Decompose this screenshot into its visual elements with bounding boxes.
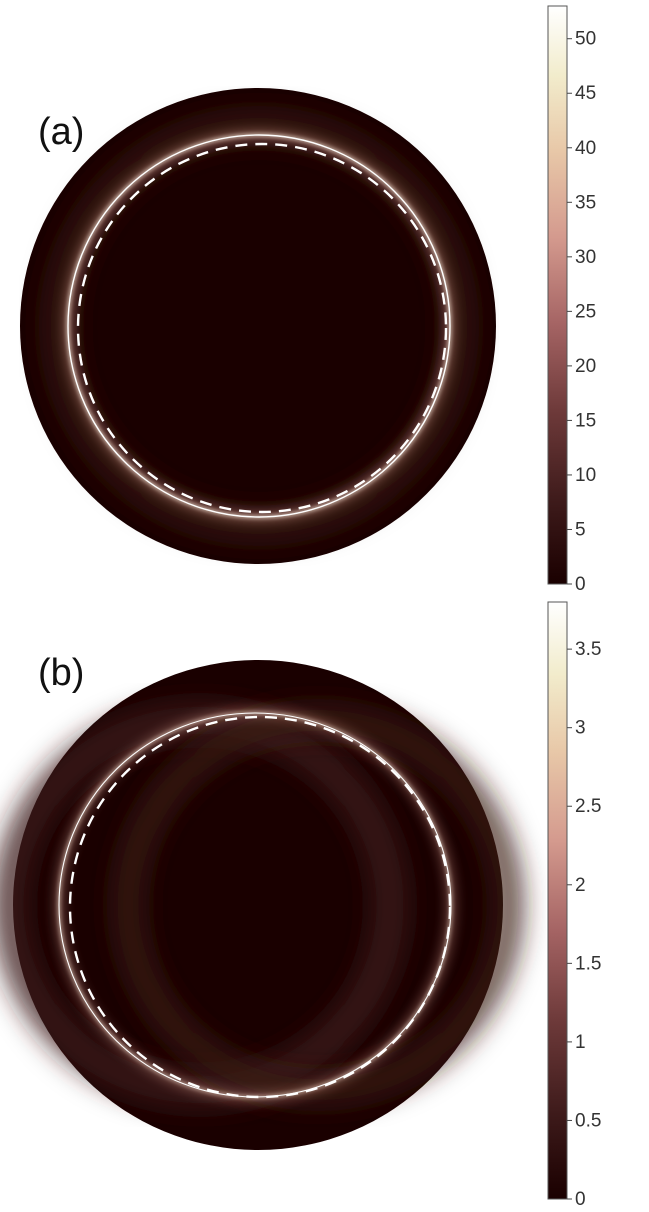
colorbar-b-tick-label: 3.5 xyxy=(575,639,601,660)
colorbar-b-tick-label: 3 xyxy=(575,718,586,739)
colorbar-a-gradient xyxy=(548,6,567,584)
colorbar-b-tick-label: 2 xyxy=(575,875,586,896)
colorbar-a-tick-label: 45 xyxy=(575,83,596,104)
colorbar-b-tick-label: 0 xyxy=(575,1189,586,1210)
panel-a-disk xyxy=(20,88,496,564)
colorbar-a-tick-label: 35 xyxy=(575,192,596,213)
colorbar-b-tick-label: 1.5 xyxy=(575,953,601,974)
panel-b-heatmap xyxy=(10,660,508,1150)
colorbar-a-tick-label: 50 xyxy=(575,29,596,50)
colorbar-b-tick-label: 1 xyxy=(575,1032,586,1053)
panel-b-label: (b) xyxy=(38,652,84,694)
colorbar-b-tick-label: 2.5 xyxy=(575,796,601,817)
colorbar-a: 0 5 10 15 20 25 30 35 40 45 50 xyxy=(548,6,596,595)
panel-a-heatmap xyxy=(20,88,496,564)
panel-a-label: (a) xyxy=(38,111,84,153)
colorbar-a-tick-label: 30 xyxy=(575,247,596,268)
colorbar-b-tick-label: 0.5 xyxy=(575,1110,601,1131)
colorbar-a-tick-label: 40 xyxy=(575,138,596,159)
colorbar-a-tick-label: 0 xyxy=(575,574,586,595)
colorbar-b-gradient xyxy=(548,602,567,1199)
colorbar-a-tick-label: 5 xyxy=(575,519,586,540)
colorbar-b: 0 0.5 1 1.5 2 2.5 3 3.5 xyxy=(548,602,601,1210)
colorbar-a-tick-label: 15 xyxy=(575,410,596,431)
colorbar-a-tick-label: 20 xyxy=(575,356,596,377)
colorbar-a-tick-label: 25 xyxy=(575,301,596,322)
colorbar-a-tick-label: 10 xyxy=(575,465,596,486)
